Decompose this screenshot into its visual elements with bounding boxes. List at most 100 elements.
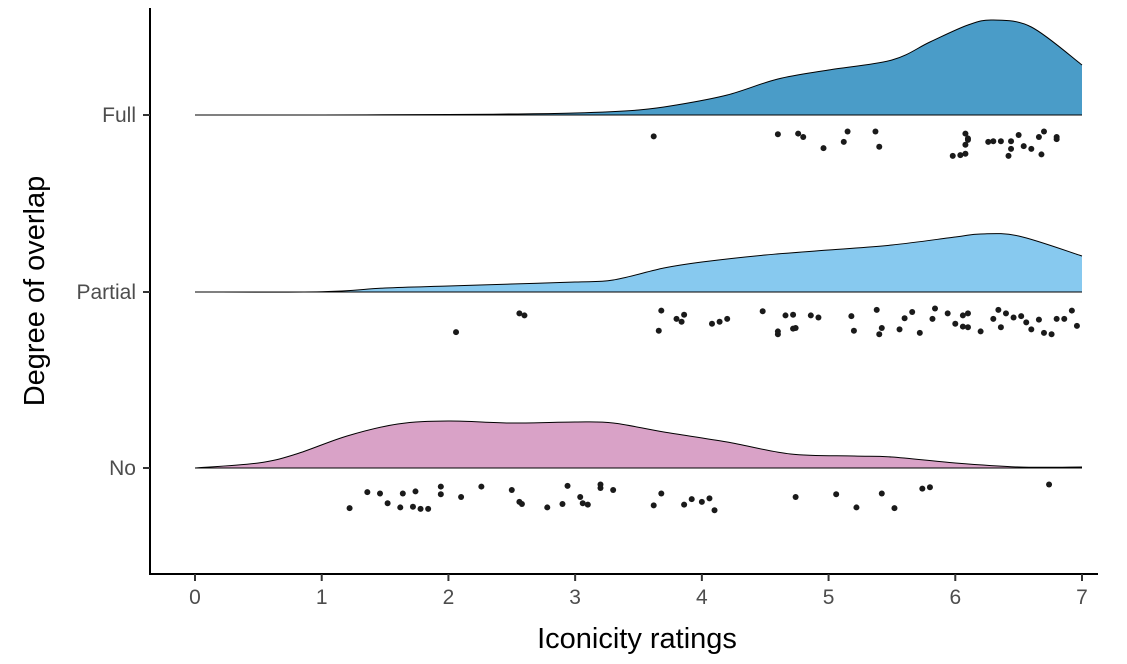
density-area-partial [195,233,1082,293]
data-point-partial [959,323,966,330]
data-point-partial [708,320,715,327]
data-point-partial [916,329,923,336]
data-point-full [1020,143,1027,150]
density-outline-partial [194,233,1083,293]
data-point-partial [673,315,680,322]
data-point-partial [944,310,951,317]
y-tick-label: Partial [76,281,136,304]
data-point-no [891,505,898,512]
data-point-full [844,128,851,135]
y-tick-label: No [109,457,136,480]
x-tick-label: 4 [696,586,708,609]
data-point-full [1035,134,1042,141]
data-point-partial [790,311,797,318]
data-point-no [437,491,444,498]
data-point-full [1038,151,1045,158]
x-tick-label: 6 [949,586,961,609]
data-point-no [853,504,860,511]
data-point-partial [782,312,789,319]
data-point-partial [876,331,883,338]
data-point-full [990,138,997,145]
data-point-partial [1018,313,1025,320]
data-point-full [650,133,657,140]
density-area-no [195,420,1082,468]
data-point-no [409,503,416,510]
data-point-full [985,138,992,145]
data-point-partial [990,315,997,322]
data-point-full [1008,145,1015,152]
data-point-partial [759,308,766,315]
data-point-full [997,138,1004,145]
data-point-no [926,484,933,491]
data-point-partial [716,318,723,325]
data-point-no [681,501,688,508]
x-tick-label: 0 [189,586,201,609]
y-tick-label: Full [102,104,136,127]
data-point-no [346,505,353,512]
data-point-no [559,500,566,507]
data-point-partial [1040,329,1047,336]
data-point-full [962,141,969,148]
data-point-partial [878,324,885,331]
data-point-no [698,498,705,505]
y-axis-title: Degree of overlap [19,176,51,407]
data-point-full [872,128,879,135]
data-point-partial [909,308,916,315]
data-point-partial [724,315,731,322]
density-area-full [195,19,1082,116]
data-point-partial [848,313,855,320]
data-point-partial [929,315,936,322]
data-point-partial [453,329,460,336]
data-point-no [458,494,465,500]
data-point-no [417,505,424,512]
data-point-partial [681,311,688,318]
data-point-full [962,130,969,137]
data-point-no [397,504,404,511]
data-point-no [399,490,406,497]
data-point-no [688,496,695,503]
data-point-partial [1048,331,1055,338]
data-point-partial [1073,322,1080,329]
data-point-partial [964,310,971,317]
data-point-partial [792,324,799,331]
data-point-no [564,482,571,489]
data-point-full [1053,136,1060,143]
x-tick-label: 1 [316,586,328,609]
data-point-full [795,130,802,137]
data-point-partial [1028,326,1035,333]
jitter-points [346,128,1080,514]
y-axis-ticks: Full Partial No [76,104,150,480]
data-point-no [577,494,584,500]
data-point-no [377,490,384,497]
data-point-partial [521,312,528,319]
data-point-no [544,504,551,511]
data-point-no [878,490,885,497]
x-tick-label: 5 [823,586,835,609]
data-point-no [518,500,525,507]
data-point-partial [901,315,908,322]
data-point-no [478,483,485,490]
x-axis-title: Iconicity ratings [537,623,737,655]
data-point-full [964,136,971,143]
data-point-no [610,487,617,494]
x-tick-label: 7 [1076,586,1088,609]
data-point-partial [658,307,665,314]
data-point-partial [850,327,857,334]
data-point-full [949,152,956,159]
data-point-full [962,150,969,157]
data-point-partial [959,312,966,319]
data-point-no [579,500,586,507]
data-point-partial [977,328,984,335]
data-point-partial [873,306,880,313]
data-point-full [1028,145,1035,152]
data-point-no [919,485,926,492]
data-point-partial [1023,319,1030,326]
data-point-partial [1061,315,1068,322]
data-point-full [1015,131,1022,138]
data-point-partial [815,314,822,321]
data-point-partial [932,305,939,312]
data-point-no [384,500,391,507]
data-point-full [840,138,847,145]
data-point-partial [896,326,903,333]
